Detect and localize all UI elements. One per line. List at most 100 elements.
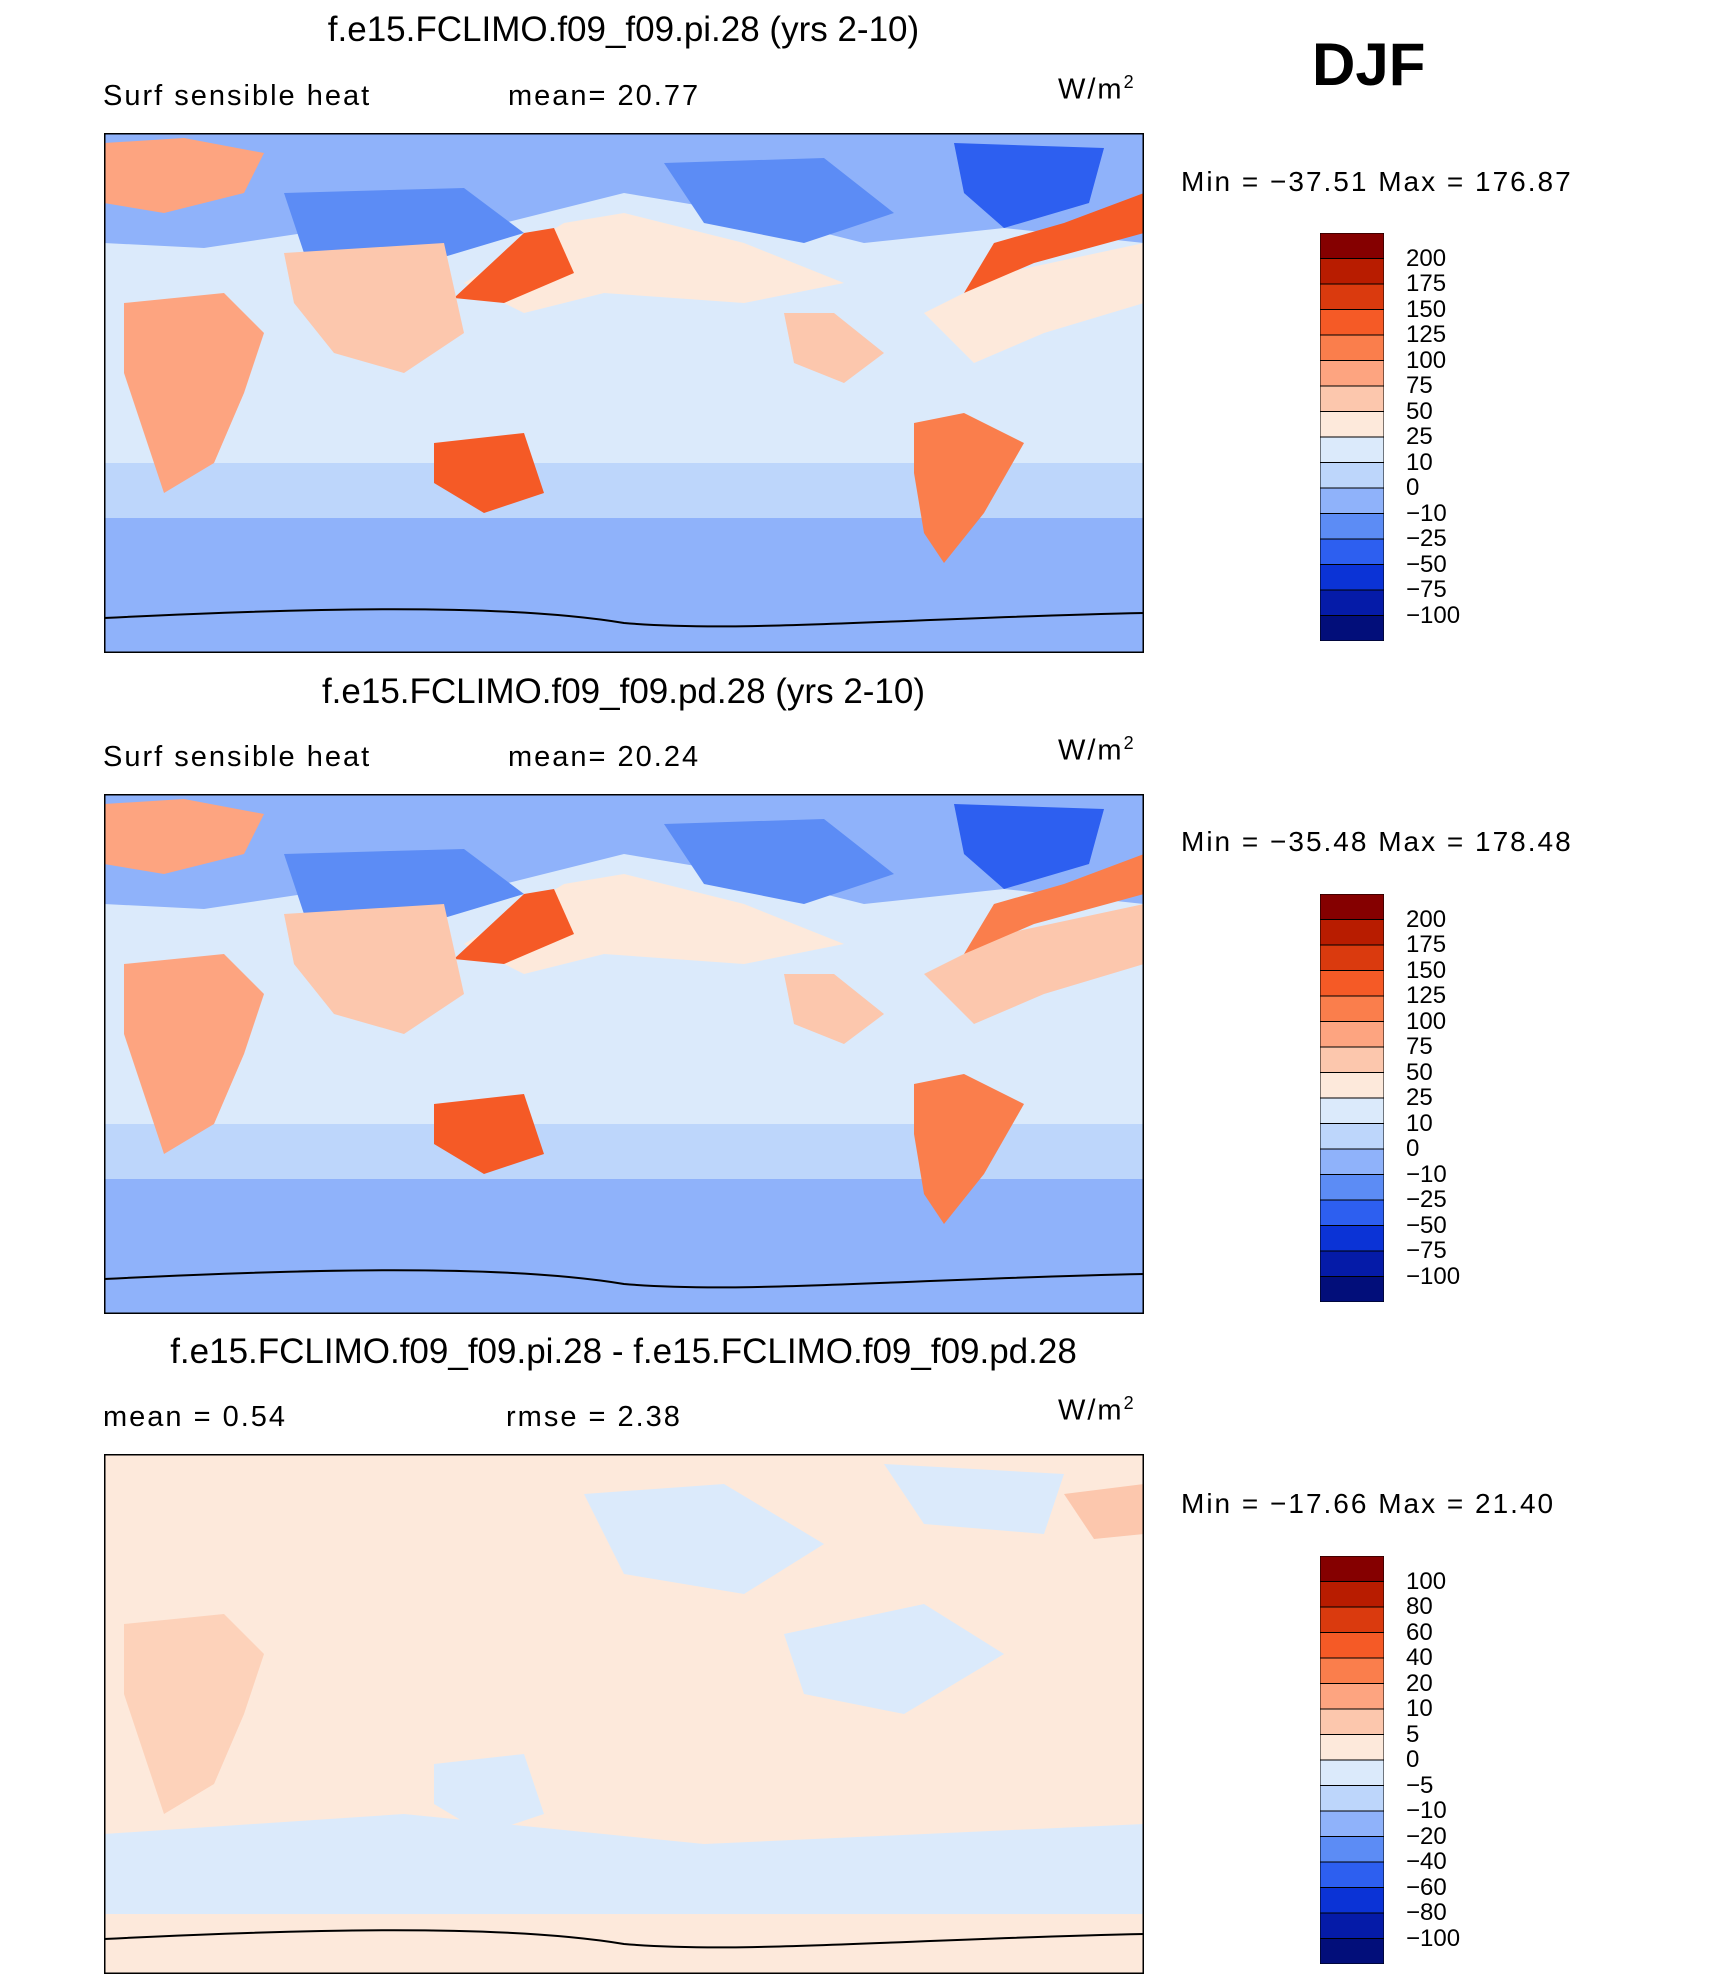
colorbar-swatch: [1320, 1657, 1384, 1684]
panel-3-rmse-label: rmse = 2.38: [506, 1401, 682, 1433]
colorbar-swatch: [1320, 1632, 1384, 1659]
panel-2-colorbar: [1320, 894, 1384, 1302]
colorbar-swatch: [1320, 564, 1384, 591]
colorbar-swatch: [1320, 1683, 1384, 1710]
panel-3-colorbar: [1320, 1556, 1384, 1964]
colorbar-tick-label: 100: [1406, 1567, 1447, 1595]
colorbar-tick-label: −75: [1406, 576, 1447, 603]
colorbar-swatch: [1320, 1276, 1384, 1302]
colorbar-tick-label: −50: [1406, 550, 1447, 578]
colorbar-swatch: [1320, 995, 1384, 1022]
colorbar-swatch: [1320, 1938, 1384, 1964]
colorbar-swatch: [1320, 970, 1384, 997]
colorbar-tick-label: −100: [1406, 1262, 1461, 1290]
colorbar-tick-label: 25: [1406, 1084, 1433, 1111]
colorbar-swatch: [1320, 258, 1384, 285]
colorbar-tick-label: 200: [1406, 244, 1447, 272]
colorbar-swatch: [1320, 1021, 1384, 1048]
colorbar-tick-label: 10: [1406, 1695, 1433, 1722]
colorbar-swatch: [1320, 1199, 1384, 1226]
colorbar-swatch: [1320, 1123, 1384, 1150]
colorbar-tick-label: 75: [1406, 372, 1433, 399]
panel-1-colorbar-svg: [1320, 233, 1384, 641]
colorbar-tick-label: 10: [1406, 448, 1433, 476]
colorbar-tick-label: −50: [1406, 1211, 1447, 1239]
colorbar-swatch: [1320, 1174, 1384, 1201]
colorbar-swatch: [1320, 1581, 1384, 1608]
colorbar-swatch: [1320, 538, 1384, 565]
colorbar-tick-label: 150: [1406, 956, 1447, 984]
colorbar-swatch: [1320, 1810, 1384, 1837]
colorbar-swatch: [1320, 283, 1384, 310]
colorbar-swatch: [1320, 1046, 1384, 1073]
colorbar-swatch: [1320, 436, 1384, 463]
colorbar-swatch: [1320, 1759, 1384, 1786]
colorbar-tick-label: 50: [1406, 397, 1433, 425]
colorbar-swatch: [1320, 233, 1384, 259]
colorbar-tick-label: 0: [1406, 474, 1420, 501]
colorbar-tick-label: 60: [1406, 1618, 1433, 1646]
colorbar-tick-label: −100: [1406, 601, 1461, 629]
colorbar-swatch: [1320, 1250, 1384, 1277]
colorbar-tick-label: −10: [1406, 499, 1447, 527]
panel-3-mean-label: mean = 0.54: [103, 1401, 288, 1433]
colorbar-swatch: [1320, 1556, 1384, 1582]
colorbar-tick-label: 100: [1406, 1007, 1447, 1035]
colorbar-tick-label: 175: [1406, 270, 1447, 297]
colorbar-swatch: [1320, 411, 1384, 438]
panel-1-mean-label: mean= 20.77: [508, 80, 701, 112]
colorbar-tick-label: 100: [1406, 346, 1447, 374]
season-label: DJF: [1312, 31, 1426, 98]
colorbar-swatch: [1320, 513, 1384, 540]
colorbar-tick-label: 0: [1406, 1135, 1420, 1162]
colorbar-tick-label: 125: [1406, 321, 1447, 348]
colorbar-tick-label: 50: [1406, 1058, 1433, 1086]
colorbar-tick-label: −60: [1406, 1873, 1447, 1901]
panel-2-mean-label: mean= 20.24: [508, 741, 701, 773]
panel-2-map-svg: [104, 794, 1144, 1314]
colorbar-swatch: [1320, 944, 1384, 971]
colorbar-swatch: [1320, 1148, 1384, 1175]
colorbar-swatch: [1320, 615, 1384, 641]
colorbar-tick-label: −10: [1406, 1160, 1447, 1188]
colorbar-swatch: [1320, 1887, 1384, 1914]
panel-2-colorbar-labels: 200 175 150 125 100 75 50 25 10 0 −10 −25 −50 −75 −100: [1406, 894, 1506, 1302]
colorbar-tick-label: −10: [1406, 1797, 1447, 1824]
panel-1-title: f.e15.FCLIMO.f09_f09.pi.28 (yrs 2-10): [327, 10, 920, 49]
panel-1-colorbar-labels: 200 175 150 125 100 75 50 25 10 0 −10 −25 −50 −75 −100: [1406, 233, 1506, 641]
colorbar-tick-label: 150: [1406, 295, 1447, 323]
panel-1-units: W/m2: [1058, 72, 1136, 106]
colorbar-tick-label: 20: [1406, 1669, 1433, 1697]
colorbar-tick-label: −25: [1406, 525, 1447, 552]
colorbar-swatch: [1320, 1836, 1384, 1863]
panel-3-colorbar-labels: 100 80 60 40 20 10 5 0 −5 −10 −20 −40 −60 −80 −100: [1406, 1556, 1506, 1964]
panel-1-variable-label: Surf sensible heat: [103, 80, 372, 112]
panel-2-variable-label: Surf sensible heat: [103, 741, 372, 773]
colorbar-swatch: [1320, 1734, 1384, 1761]
colorbar-swatch: [1320, 487, 1384, 514]
colorbar-swatch: [1320, 919, 1384, 946]
panel-3-colorbar-svg: [1320, 1556, 1384, 1964]
colorbar-swatch: [1320, 1072, 1384, 1099]
panel-2-minmax: Min = −35.48 Max = 178.48: [1181, 826, 1573, 857]
colorbar-swatch: [1320, 894, 1384, 920]
panel-1-colorbar: [1320, 233, 1384, 641]
colorbar-tick-label: −80: [1406, 1899, 1447, 1926]
panel-2-title: f.e15.FCLIMO.f09_f09.pd.28 (yrs 2-10): [321, 672, 926, 711]
panel-1-map: [104, 133, 1144, 653]
colorbar-tick-label: −25: [1406, 1186, 1447, 1213]
panel-2-map: [104, 794, 1144, 1314]
colorbar-tick-label: 10: [1406, 1109, 1433, 1137]
panel-3-title: f.e15.FCLIMO.f09_f09.pi.28 - f.e15.FCLIM…: [170, 1332, 1077, 1371]
colorbar-swatch: [1320, 1225, 1384, 1252]
colorbar-swatch: [1320, 360, 1384, 387]
colorbar-tick-label: −75: [1406, 1237, 1447, 1264]
colorbar-swatch: [1320, 1606, 1384, 1633]
panel-2-colorbar-svg: [1320, 894, 1384, 1302]
colorbar-tick-label: −40: [1406, 1848, 1447, 1875]
panel-3-map: [104, 1454, 1144, 1974]
panel-3-map-svg: [104, 1454, 1144, 1974]
colorbar-swatch: [1320, 1912, 1384, 1939]
colorbar-swatch: [1320, 462, 1384, 489]
panel-2-units: W/m2: [1058, 733, 1136, 767]
